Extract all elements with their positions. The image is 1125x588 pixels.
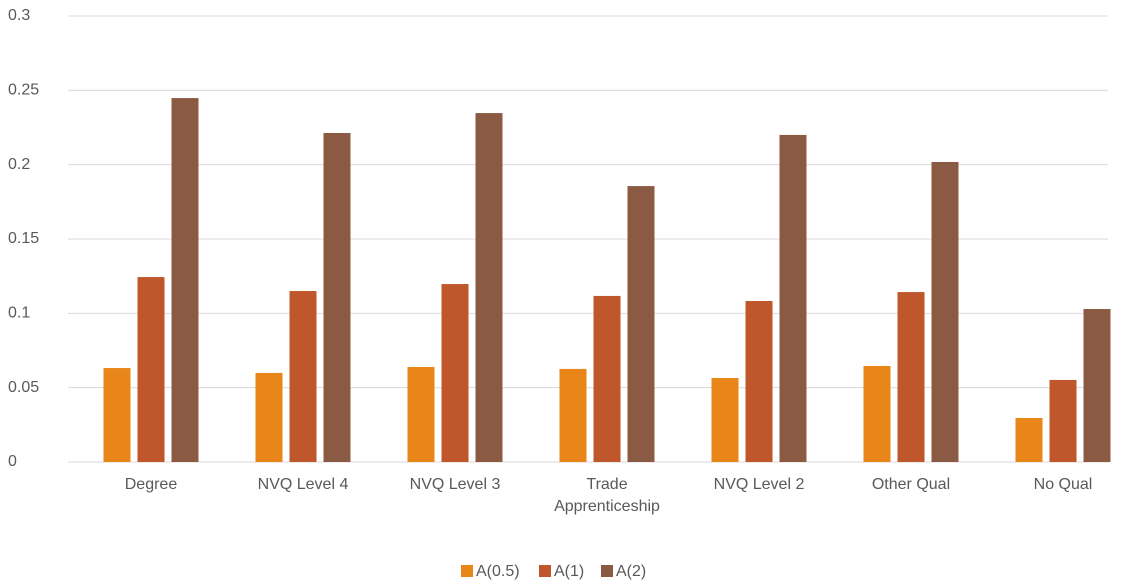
bar <box>897 292 925 462</box>
y-tick-label: 0.2 <box>8 156 30 173</box>
bar <box>1049 379 1077 462</box>
y-tick-label: 0.3 <box>8 7 30 24</box>
legend-label: A(1) <box>554 563 584 580</box>
y-tick-label: 0 <box>8 453 17 470</box>
y-tick-label: 0.1 <box>8 305 30 322</box>
bar <box>1015 417 1043 462</box>
legend-label: A(0.5) <box>476 563 520 580</box>
bar <box>863 365 891 462</box>
bar <box>745 300 773 462</box>
bar <box>559 368 587 462</box>
bar <box>593 295 621 462</box>
x-tick-label: NVQ Level 2 <box>713 476 805 493</box>
y-tick-label: 0.05 <box>8 379 39 396</box>
bar <box>137 277 165 462</box>
x-tick-label: Trade Apprenticeship <box>554 476 660 515</box>
x-tick-label: Degree <box>124 476 178 493</box>
bar <box>289 291 317 462</box>
x-tick-label: NVQ Level 4 <box>257 476 349 493</box>
x-tick-label: NVQ Level 3 <box>409 476 501 493</box>
bar <box>441 284 469 462</box>
legend-label: A(2) <box>616 563 646 580</box>
bar <box>1083 309 1111 462</box>
x-tick-label: Other Qual <box>871 476 951 493</box>
bar <box>475 113 503 462</box>
y-tick-label: 0.15 <box>8 230 39 247</box>
legend-swatch <box>539 565 551 577</box>
bar <box>779 134 807 462</box>
y-tick-label: 0.25 <box>8 82 39 99</box>
legend-swatch <box>601 565 613 577</box>
bar <box>171 98 199 463</box>
bar <box>407 367 435 462</box>
legend-swatch <box>461 565 473 577</box>
bar <box>103 368 131 462</box>
bar <box>323 133 351 462</box>
bar <box>627 186 655 463</box>
bar <box>255 372 283 462</box>
x-tick-label: No Qual <box>1033 476 1093 493</box>
bar <box>711 378 739 462</box>
bar <box>931 161 959 462</box>
